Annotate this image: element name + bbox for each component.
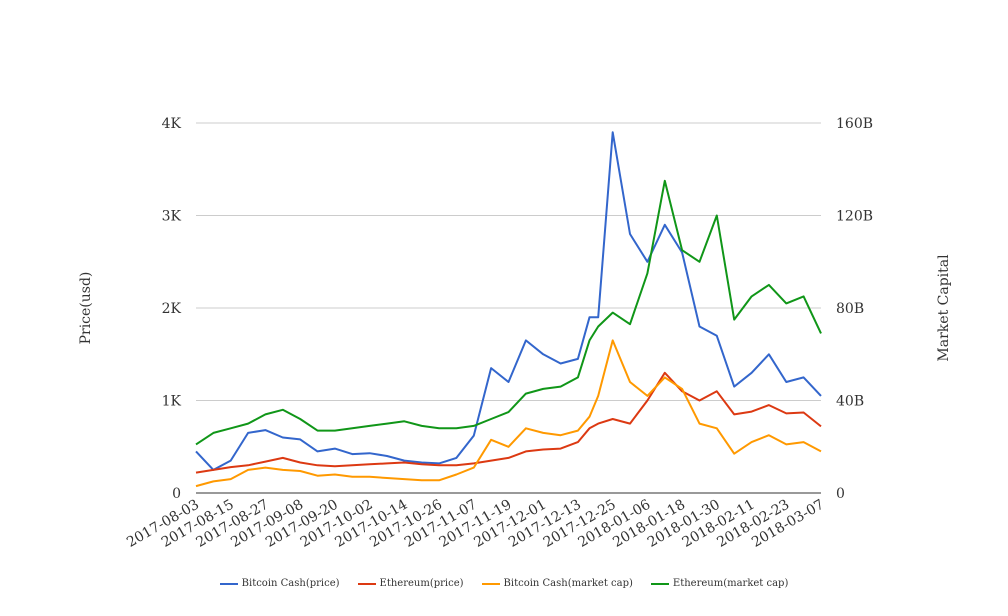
legend-label: Bitcoin Cash(price) xyxy=(241,578,340,589)
y-axis-title: Price(usd) xyxy=(78,272,94,345)
legend-swatch xyxy=(219,582,238,585)
y-tick-label: 3K xyxy=(162,209,182,225)
left-axis: 0 1K 2K 3K 4K xyxy=(162,116,182,502)
legend-item[interactable]: Ethereum(market cap) xyxy=(650,578,789,589)
legend-item[interactable]: Bitcoin Cash(market cap) xyxy=(481,578,633,589)
series-line-0 xyxy=(195,131,822,471)
legend-label: Ethereum(price) xyxy=(379,578,464,589)
series-line-1 xyxy=(195,371,822,474)
y-tick-label: 1K xyxy=(162,394,182,410)
legend: Bitcoin Cash(price) Ethereum(price) Bitcoi… xyxy=(0,578,1008,589)
series-line-2 xyxy=(195,339,822,488)
y2-tick-label: 160B xyxy=(836,116,873,132)
right-axis: 0 40B 80B 120B 160B xyxy=(836,116,873,502)
legend-label: Bitcoin Cash(market cap) xyxy=(503,578,633,589)
series-line-3 xyxy=(195,179,822,446)
y-tick-label: 4K xyxy=(162,116,182,132)
legend-swatch xyxy=(357,582,376,585)
series-layer xyxy=(195,131,822,488)
y2-axis-title: Market Capital xyxy=(936,254,952,362)
y2-tick-label: 80B xyxy=(836,301,864,317)
y-tick-label: 0 xyxy=(172,486,181,502)
legend-item[interactable]: Bitcoin Cash(price) xyxy=(219,578,340,589)
y2-tick-label: 120B xyxy=(836,209,873,225)
y2-tick-label: 0 xyxy=(836,486,845,502)
y-tick-label: 2K xyxy=(162,301,182,317)
legend-swatch xyxy=(650,582,669,585)
legend-item[interactable]: Ethereum(price) xyxy=(357,578,464,589)
legend-label: Ethereum(market cap) xyxy=(672,578,789,589)
grid xyxy=(196,122,821,401)
x-axis: 2017-08-032017-08-152017-08-272017-09-08… xyxy=(124,497,827,551)
legend-swatch xyxy=(481,582,500,585)
y2-tick-label: 40B xyxy=(836,394,864,410)
